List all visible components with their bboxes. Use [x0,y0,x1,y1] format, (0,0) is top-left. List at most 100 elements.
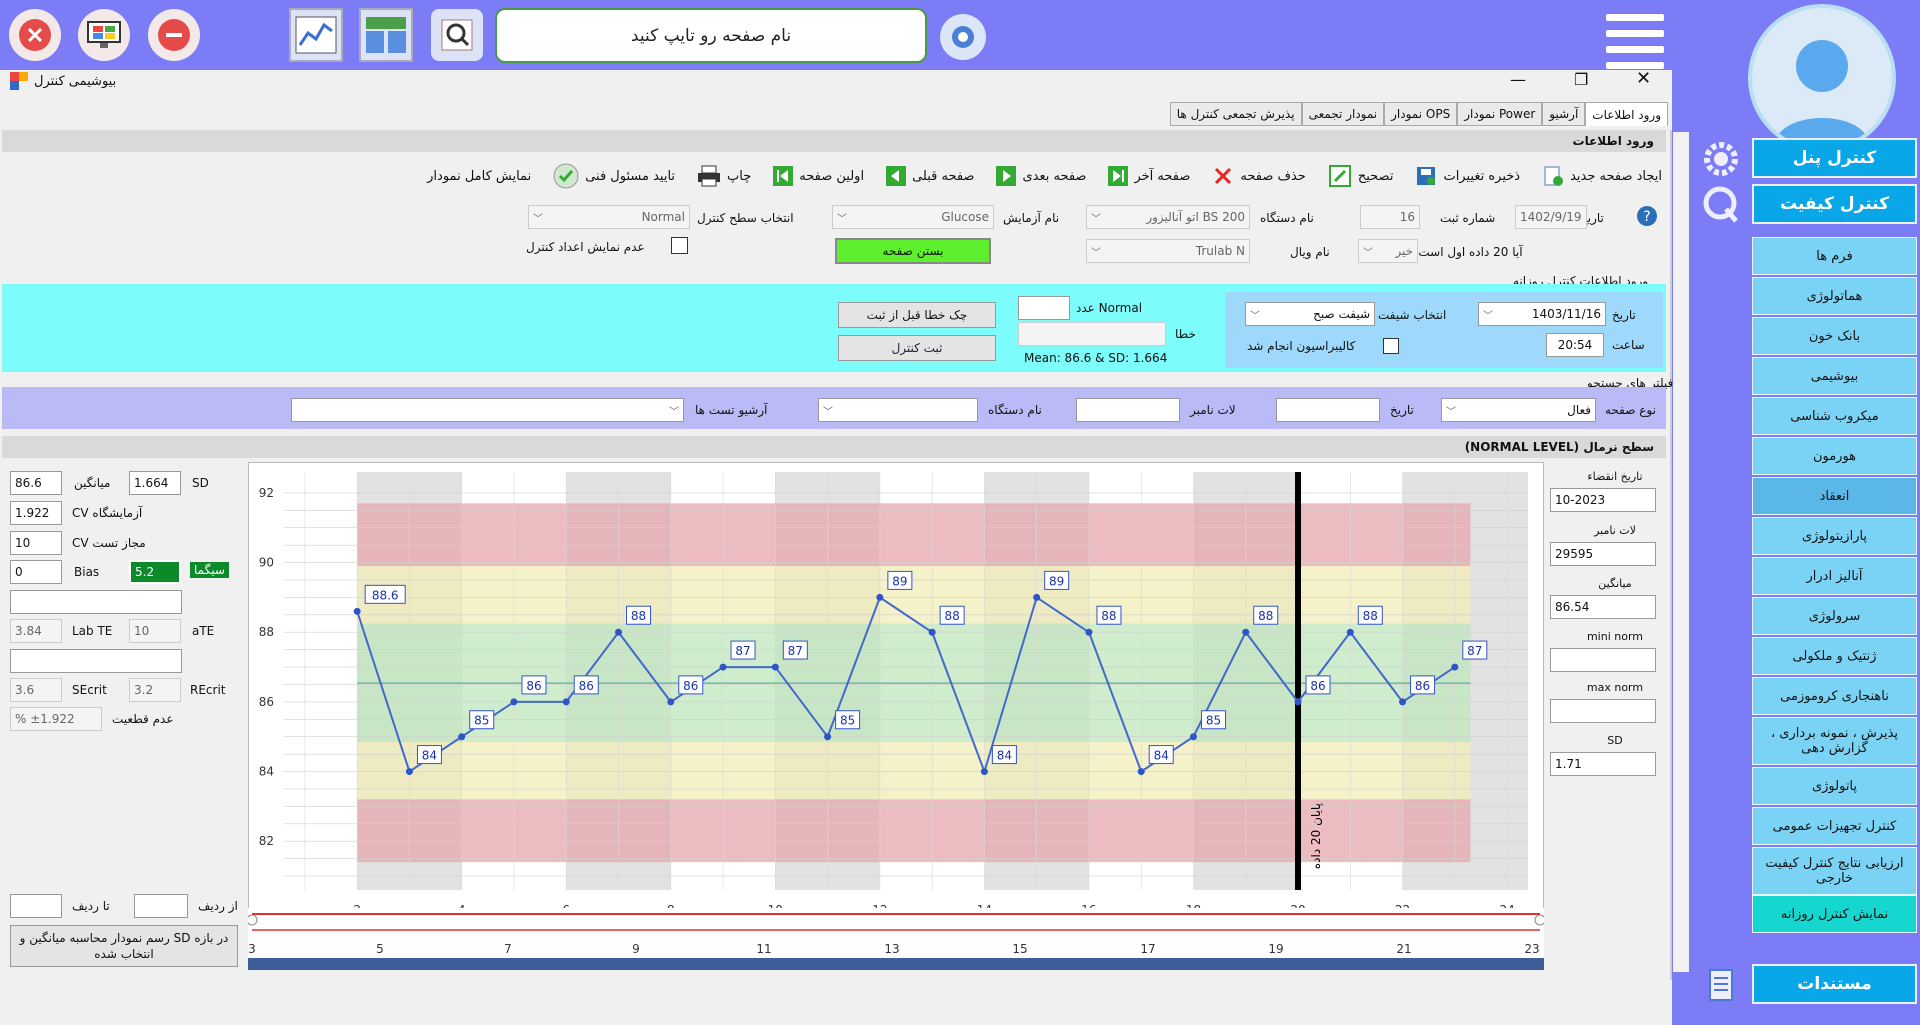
from-row-field[interactable] [134,894,188,918]
lot-field[interactable]: 29595 [1550,542,1656,566]
data-label: 89 [1049,574,1064,588]
full-chart-button[interactable]: نمایش کامل نمودار [427,169,531,184]
daily-date-field[interactable]: ﹀ 1403/11/16 [1478,302,1606,326]
windows-icon[interactable] [359,8,413,62]
hide-numbers-checkbox[interactable] [671,237,688,254]
mean-field[interactable]: 86.54 [1550,595,1656,619]
mininorm-field[interactable] [1550,648,1656,672]
new-page-button[interactable]: ایجاد صفحه جدید [1542,165,1662,187]
cv-allowed-field[interactable]: 10 [10,531,62,555]
nav-control-panel[interactable]: کنترل پنل [1752,138,1917,178]
sd-field[interactable]: 1.71 [1550,752,1656,776]
date-field[interactable]: 1402/9/19 [1515,205,1587,229]
nav-quality-control[interactable]: کنترل کیفیت [1752,184,1917,224]
window-minimize-button[interactable]: — [1510,70,1526,89]
nav-documents[interactable]: مستندات [1752,964,1917,1004]
last-page-button[interactable]: صفحه آخر [1108,166,1190,186]
search-doc-icon[interactable] [431,9,483,61]
print-button[interactable]: چاپ [697,165,751,187]
nav-item-10[interactable]: ژنتیک و ملکولی [1752,637,1917,675]
documents-icon[interactable] [1702,966,1742,1009]
quality-icon[interactable] [1700,183,1742,228]
device-select[interactable]: ﹀ اتو آنالیزور BS 200 [1086,205,1250,229]
level-select[interactable]: ﹀ Normal [528,205,690,229]
shift-select[interactable]: ﹀ شیفت صبح [1245,302,1375,326]
test-select[interactable]: ﹀ Glucose [832,205,994,229]
ate-field: 10 [129,619,181,643]
prev-page-button[interactable]: صفحه قبلی [886,166,974,186]
filter-date-field[interactable] [1276,398,1380,422]
first20-select[interactable]: ﹀ خیر [1358,239,1418,263]
draw-range-button[interactable]: رسم نمودار محاسبه میانگین و SD در بازه ا… [10,925,238,967]
nav-item-0[interactable]: فرم ها [1752,237,1917,275]
nav-item-15[interactable]: ارزیابی نتایج کنترل کیفیت خارجی [1752,847,1917,895]
data-label-box [1305,675,1331,695]
to-row-field[interactable] [10,894,62,918]
filter-lot-field[interactable] [1076,398,1180,422]
calibration-checkbox[interactable] [1383,338,1399,354]
nav-item-4[interactable]: میکروب شناسی [1752,397,1917,435]
chart-icon[interactable] [289,8,343,62]
vial-select[interactable]: ﹀ Trulab N [1086,239,1250,263]
search-placeholder: نام صفحه رو تایپ کنید [630,25,792,46]
maxnorm-field[interactable] [1550,699,1656,723]
nav-item-9[interactable]: سرولوژی [1752,597,1917,635]
nav-item-7[interactable]: پارازیتولوژی [1752,517,1917,555]
chart-range-scroller[interactable]: 3 5 7 9 11 13 15 17 19 21 23 [248,908,1544,970]
tab-1[interactable]: آرشیو [1542,102,1586,126]
check-error-button[interactable]: چک خطا قبل از ثبت [838,302,996,328]
window-close-button[interactable]: ✕ [1636,68,1652,89]
edit-button[interactable]: تصحیح [1328,164,1393,188]
approve-button[interactable]: تایید مسئول فنی [553,163,675,189]
nav-item-14[interactable]: کنترل تجهیزات عمومی [1752,807,1917,845]
reg-field[interactable]: 16 [1360,205,1420,229]
filter-device-select[interactable]: ﹀ [818,398,978,422]
save-button[interactable]: ذخیره تغییرات [1415,165,1520,187]
y-tick-label: 82 [259,834,274,848]
hamburger-menu-icon[interactable] [1606,14,1664,78]
next-page-button[interactable]: صفحه بعدی [996,166,1086,186]
submit-control-button[interactable]: ثبت کنترل [838,335,996,361]
x-tick-label: 4 [458,903,466,910]
help-icon[interactable]: ? [1636,205,1658,230]
nav-item-2[interactable]: بانک خون [1752,317,1917,355]
close-icon[interactable] [9,9,61,61]
expiry-field[interactable]: 10-2023 [1550,488,1656,512]
data-label-box [416,745,442,765]
time-field[interactable]: 20:54 [1546,333,1604,357]
scroller-tick-label: 11 [756,942,771,956]
bias-field[interactable]: 0 [10,560,62,584]
tab-bar: ورود اطلاعات آرشیو نمودار Power نمودار OPS ن… [0,102,1668,126]
normal-value-input[interactable] [1018,296,1070,320]
type-select[interactable]: ﹀ فعال [1441,398,1596,422]
nav-item-16[interactable]: نمایش کنترل روزانه [1752,895,1917,933]
archive-select[interactable]: ﹀ [291,398,684,422]
nav-item-12[interactable]: پذیرش ، نمونه برداری ، گزارش دهی [1752,717,1917,765]
nav-item-8[interactable]: آنالیز ادرار [1752,557,1917,595]
tab-0[interactable]: ورود اطلاعات [1585,102,1668,126]
nav-item-11[interactable]: ناهنجاری کروموزمی [1752,677,1917,715]
scrollbar[interactable] [1673,132,1689,972]
window-restore-button[interactable]: ❐ [1574,70,1589,89]
data-label: 86 [579,679,594,693]
tab-3[interactable]: نمودار OPS [1384,102,1458,126]
close-page-button[interactable]: بستن صفحه [835,238,991,264]
nav-item-5[interactable]: هورمون [1752,437,1917,475]
first-page-button[interactable]: اولین صفحه [773,166,864,186]
tab-2[interactable]: نمودار Power [1457,102,1543,126]
tab-5[interactable]: پذیرش تجمعی کنترل ها [1169,102,1302,126]
eye-icon[interactable] [940,14,986,60]
monitor-icon[interactable] [78,9,130,61]
minimize-icon[interactable] [148,9,200,61]
delete-page-button[interactable]: حذف صفحه [1212,165,1306,187]
tab-4[interactable]: نمودار تجمعی [1301,102,1385,126]
page-search-input[interactable]: نام صفحه رو تایپ کنید [495,8,927,63]
nav-item-13[interactable]: پاتولوژی [1752,767,1917,805]
nav-item-6[interactable]: انعقاد [1752,477,1917,515]
nav-item-3[interactable]: بیوشیمی [1752,357,1917,395]
avatar[interactable] [1748,4,1896,152]
nav-item-1[interactable]: هماتولوژی [1752,277,1917,315]
nav-item-label: بیوشیمی [1810,368,1859,384]
filters-title: فیلتر های جستجو [1587,376,1674,390]
gear-icon[interactable] [1700,138,1742,183]
